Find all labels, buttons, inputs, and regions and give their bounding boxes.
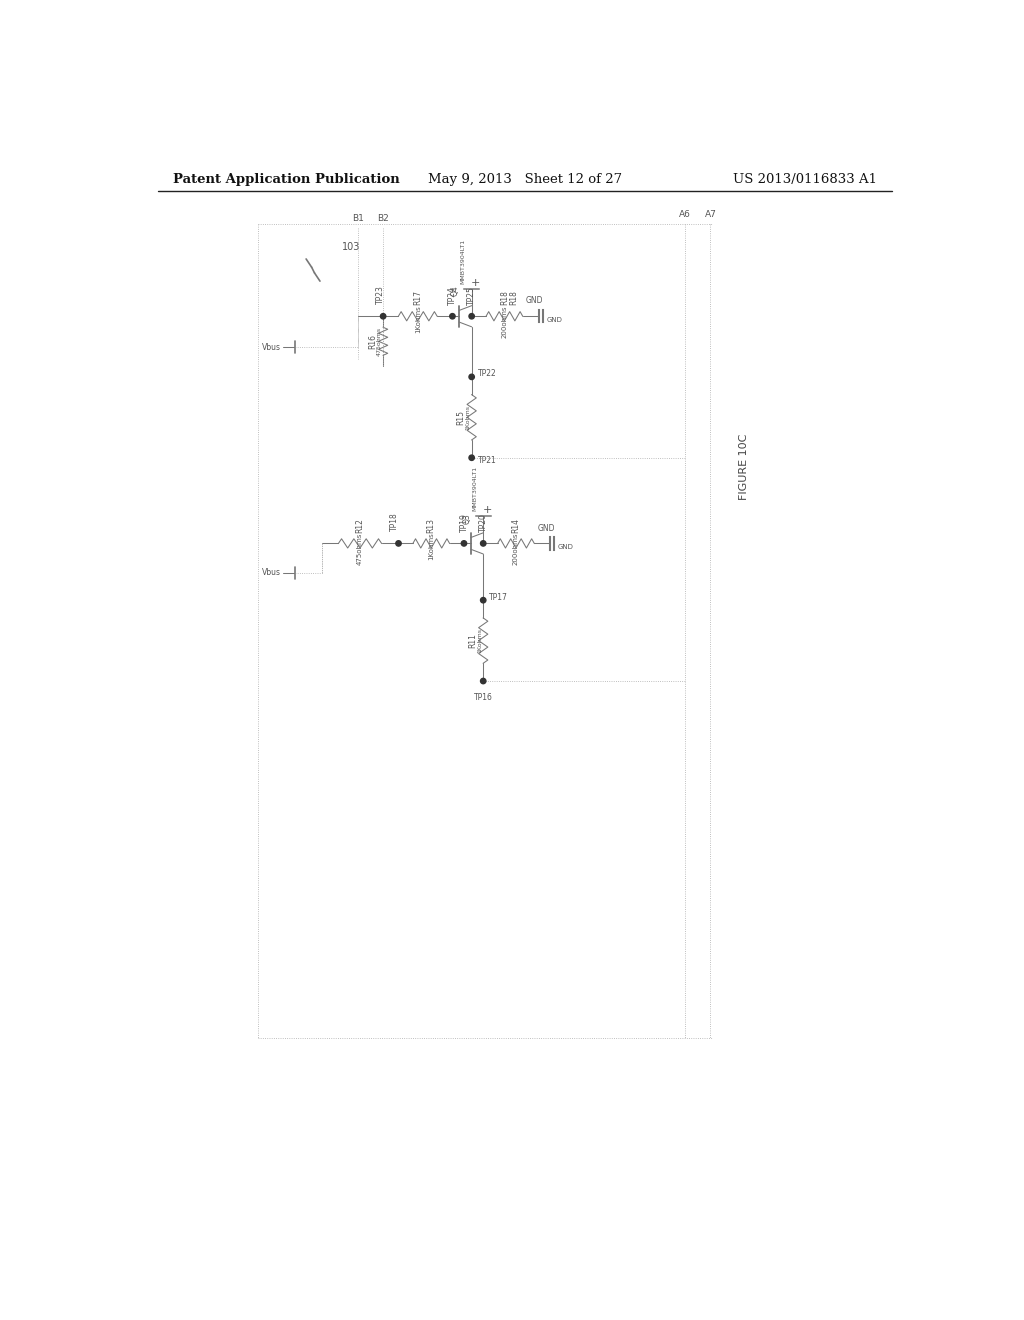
- Text: R18: R18: [510, 290, 518, 305]
- Text: R18: R18: [500, 290, 509, 305]
- Text: TP21: TP21: [478, 457, 497, 466]
- Text: Vbus: Vbus: [262, 568, 281, 577]
- Text: FIGURE 10C: FIGURE 10C: [739, 433, 749, 499]
- Text: 1Kohms: 1Kohms: [477, 628, 482, 653]
- Text: 1Kohms: 1Kohms: [465, 405, 470, 430]
- Text: May 9, 2013   Sheet 12 of 27: May 9, 2013 Sheet 12 of 27: [428, 173, 622, 186]
- Circle shape: [450, 314, 455, 319]
- Circle shape: [469, 374, 474, 380]
- Circle shape: [469, 314, 474, 319]
- Text: R14: R14: [511, 517, 520, 533]
- Circle shape: [461, 541, 467, 546]
- Text: GND: GND: [558, 544, 573, 550]
- Text: MMBT3904LT1: MMBT3904LT1: [461, 239, 466, 284]
- Text: R15: R15: [457, 409, 465, 425]
- Text: R13: R13: [427, 517, 436, 533]
- Text: TP16: TP16: [474, 693, 493, 702]
- Text: Patent Application Publication: Patent Application Publication: [173, 173, 399, 186]
- Circle shape: [480, 678, 486, 684]
- Text: GND: GND: [526, 297, 544, 305]
- Text: GND: GND: [538, 524, 555, 533]
- Text: R12: R12: [355, 517, 365, 533]
- Text: TP25: TP25: [467, 286, 476, 305]
- Text: TP23: TP23: [376, 285, 385, 304]
- Text: Vbus: Vbus: [262, 343, 281, 351]
- Text: A7: A7: [705, 210, 717, 219]
- Text: Q4: Q4: [451, 285, 460, 297]
- Circle shape: [480, 598, 486, 603]
- Text: 103: 103: [342, 242, 360, 252]
- Text: TP20: TP20: [479, 513, 487, 532]
- Text: 475ohms: 475ohms: [377, 327, 382, 356]
- Circle shape: [381, 314, 386, 319]
- Text: TP18: TP18: [390, 512, 399, 531]
- Text: 200ohms: 200ohms: [513, 533, 519, 565]
- Text: B2: B2: [377, 214, 389, 223]
- Circle shape: [480, 541, 486, 546]
- Text: 200ohms: 200ohms: [502, 305, 508, 338]
- Text: MMBT3904LT1: MMBT3904LT1: [472, 466, 477, 511]
- Text: US 2013/0116833 A1: US 2013/0116833 A1: [733, 173, 878, 186]
- Text: Q3: Q3: [463, 513, 471, 524]
- Text: R16: R16: [368, 334, 377, 348]
- Text: TP22: TP22: [478, 370, 497, 379]
- Text: 1Kohms: 1Kohms: [415, 305, 421, 333]
- Text: +: +: [482, 504, 492, 515]
- Text: B1: B1: [352, 214, 364, 223]
- Circle shape: [469, 455, 474, 461]
- Text: 1Kohms: 1Kohms: [428, 533, 434, 561]
- Text: R11: R11: [468, 634, 477, 648]
- Text: TP24: TP24: [447, 286, 457, 305]
- Text: R17: R17: [414, 290, 422, 305]
- Text: +: +: [471, 277, 480, 288]
- Text: A6: A6: [679, 210, 691, 219]
- Text: TP17: TP17: [489, 593, 508, 602]
- Circle shape: [396, 541, 401, 546]
- Text: TP19: TP19: [460, 513, 468, 532]
- Text: GND: GND: [547, 317, 562, 323]
- Text: 475ohms: 475ohms: [357, 533, 364, 565]
